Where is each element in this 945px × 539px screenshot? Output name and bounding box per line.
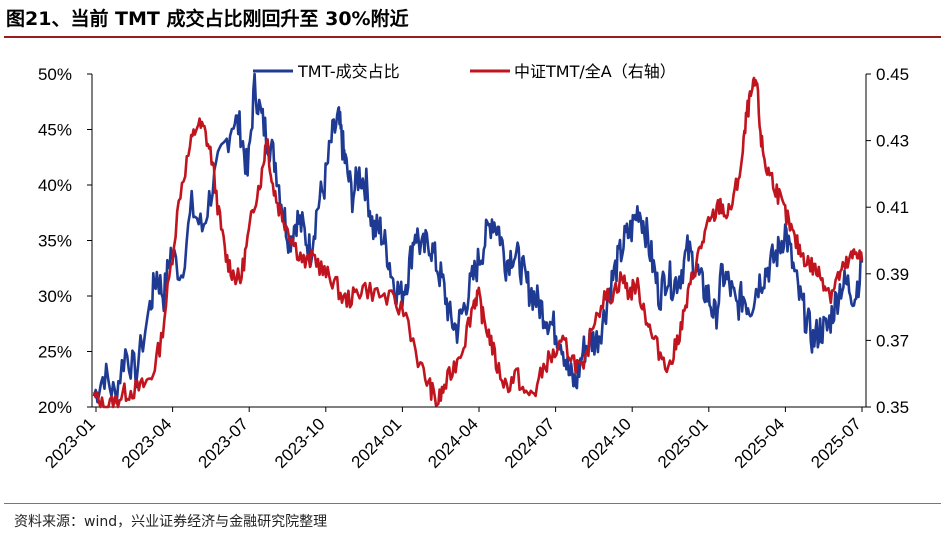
- x-tick-label: 2023-10: [271, 414, 329, 472]
- right-tick-label: 0.43: [876, 132, 909, 151]
- figure-title: 图21、当前 TMT 成交占比刚回升至 30%附近: [6, 8, 409, 30]
- x-tick-label: 2023-01: [41, 414, 99, 472]
- x-tick-label: 2025-07: [807, 414, 865, 472]
- left-tick-label: 25%: [38, 343, 72, 362]
- left-tick-label: 40%: [38, 176, 72, 195]
- x-tick-label: 2025-04: [731, 414, 789, 472]
- right-tick-label: 0.37: [876, 331, 909, 350]
- source-note: 资料来源：wind，兴业证券经济与金融研究院整理: [14, 514, 328, 530]
- left-tick-label: 45%: [38, 121, 72, 140]
- right-tick-label: 0.35: [876, 398, 909, 417]
- left-tick-label: 50%: [38, 65, 72, 84]
- x-tick-label: 2024-07: [501, 414, 559, 472]
- legend-label-tmt-turnover: TMT-成交占比: [297, 62, 400, 81]
- x-tick-label: 2024-01: [348, 414, 406, 472]
- legend-label-tmt-relative: 中证TMT/全A（右轴）: [514, 62, 676, 81]
- x-tick-label: 2024-04: [424, 414, 482, 472]
- x-tick-label: 2024-10: [577, 414, 635, 472]
- left-tick-label: 30%: [38, 287, 72, 306]
- x-tick-label: 2025-01: [654, 414, 712, 472]
- series-line-tmt-relative: [92, 76, 864, 409]
- plot-area: 20% 25% 30% 35% 40% 45% 50% 0.35 0.37 0.39 0.41 0.4…: [38, 62, 909, 472]
- title-rule: [4, 36, 941, 38]
- left-tick-label: 35%: [38, 232, 72, 251]
- right-tick-label: 0.39: [876, 265, 909, 284]
- left-tick-label: 20%: [38, 398, 72, 417]
- right-tick-label: 0.41: [876, 198, 909, 217]
- series-line-tmt-turnover: [92, 72, 864, 405]
- right-tick-label: 0.45: [876, 65, 909, 84]
- x-tick-label: 2023-04: [118, 414, 176, 472]
- footer-rule: [4, 503, 941, 504]
- x-tick-label: 2023-07: [194, 414, 252, 472]
